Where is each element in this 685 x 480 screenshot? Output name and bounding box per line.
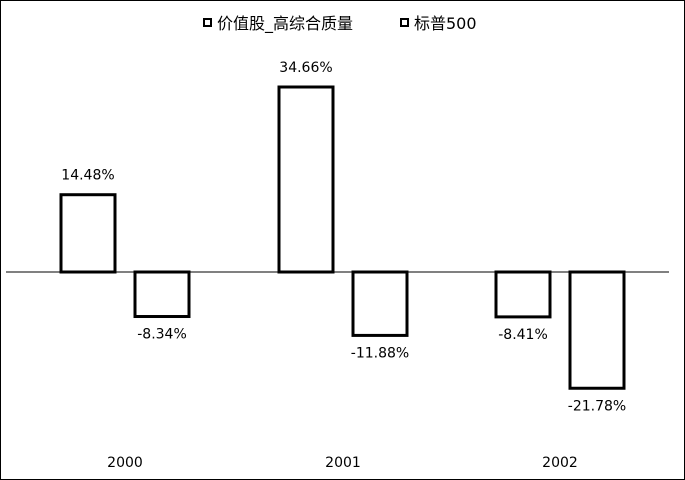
data-label-2002-series-2: -21.78% [568, 398, 626, 414]
data-labels: 14.48% -8.34% 34.66% -11.88% -8.41% -21.78% [61, 60, 626, 414]
legend-swatch-1 [203, 18, 212, 27]
x-tick-label-2000: 2000 [107, 455, 143, 471]
legend: 价值股_高综合质量 标普500 [203, 14, 477, 34]
bar-2000-series-2 [133, 270, 191, 319]
legend-label-1: 价值股_高综合质量 [217, 14, 353, 34]
data-label-2001-series-2: -11.88% [351, 345, 409, 361]
x-tick-label-2002: 2002 [542, 455, 578, 471]
x-tick-labels: 2000 2001 2002 [107, 455, 578, 471]
data-label-2000-series-2: -8.34% [137, 327, 187, 343]
data-label-2000-series-1: 14.48% [61, 168, 114, 184]
bar-2001-series-1 [277, 85, 335, 274]
legend-label-2: 标普500 [414, 14, 477, 33]
bar-2000-series-1 [59, 193, 117, 274]
data-label-2002-series-1: -8.41% [498, 327, 548, 343]
bar-2002-series-1 [494, 270, 552, 319]
bar-2001-series-2 [351, 270, 409, 337]
bar-2002-series-2 [568, 270, 626, 390]
x-tick-label-2001: 2001 [325, 455, 361, 471]
legend-swatch-2 [400, 18, 409, 27]
bars [59, 85, 626, 390]
data-label-2001-series-1: 34.66% [279, 60, 332, 76]
